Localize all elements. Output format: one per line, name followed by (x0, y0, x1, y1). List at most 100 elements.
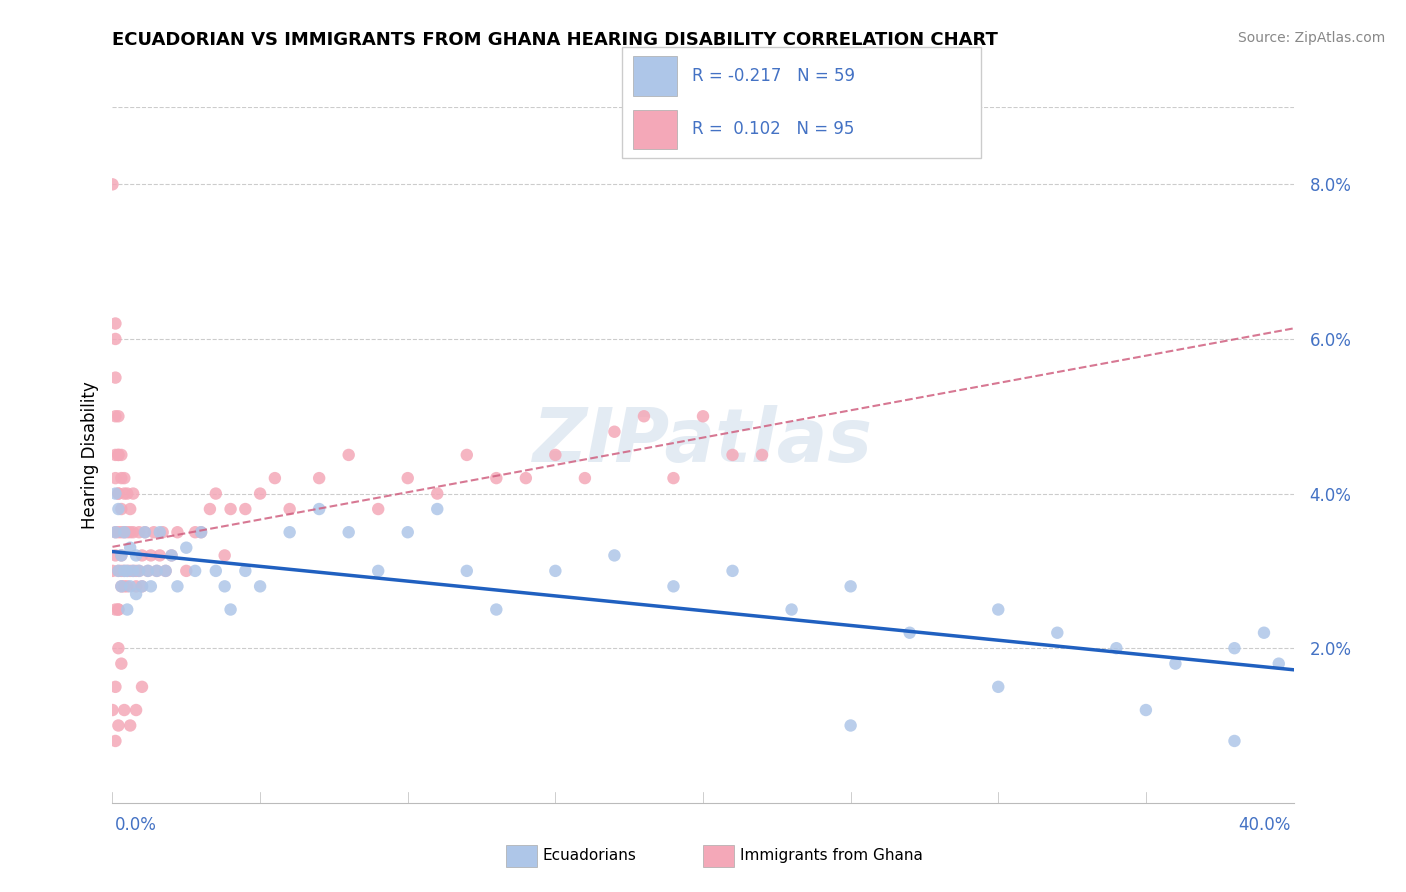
Point (125, 587, 148, 601)
Point (264, 471, 287, 485)
Point (1253, 625, 1275, 640)
Point (233, 502, 256, 516)
Point (110, 502, 132, 516)
Point (544, 448, 567, 462)
Text: Ecuadorians: Ecuadorians (543, 848, 637, 863)
Point (125, 703, 148, 717)
Point (146, 564, 169, 578)
Point (544, 564, 567, 578)
Point (104, 448, 127, 462)
Point (104, 734, 127, 748)
Point (603, 425, 626, 439)
Point (278, 525, 301, 540)
Point (128, 525, 150, 540)
Point (112, 525, 135, 540)
Point (112, 486, 135, 500)
Point (214, 549, 236, 563)
Point (128, 564, 150, 578)
Point (112, 579, 135, 593)
Point (456, 564, 478, 578)
Point (104, 332, 127, 346)
Text: 0.0%: 0.0% (115, 816, 157, 834)
Point (166, 525, 188, 540)
Point (367, 564, 389, 578)
Point (110, 579, 132, 593)
Point (1046, 625, 1069, 640)
Point (120, 718, 142, 732)
Point (485, 602, 508, 616)
Point (125, 564, 148, 578)
Point (131, 579, 153, 593)
Text: 40.0%: 40.0% (1239, 816, 1291, 834)
Point (456, 448, 478, 462)
Point (104, 486, 127, 500)
Point (104, 525, 127, 540)
Point (131, 680, 153, 694)
Point (367, 502, 389, 516)
Point (155, 564, 177, 578)
Point (117, 486, 138, 500)
Point (233, 564, 256, 578)
Point (987, 680, 1010, 694)
Point (396, 525, 419, 540)
Point (219, 502, 242, 516)
Point (184, 525, 207, 540)
Point (160, 549, 183, 563)
Point (633, 409, 655, 424)
Point (110, 549, 132, 563)
Point (1223, 641, 1246, 656)
Point (104, 317, 127, 331)
Point (104, 525, 127, 540)
Point (839, 579, 862, 593)
Point (662, 471, 685, 485)
Point (117, 602, 138, 616)
Point (426, 486, 449, 500)
Point (337, 525, 360, 540)
Point (166, 579, 188, 593)
Point (107, 602, 129, 616)
Point (117, 564, 138, 578)
Text: R =  0.102   N = 95: R = 0.102 N = 95 (692, 120, 853, 138)
Point (122, 564, 145, 578)
Point (155, 564, 177, 578)
Point (898, 625, 921, 640)
Point (337, 448, 360, 462)
FancyBboxPatch shape (623, 47, 980, 158)
Point (190, 525, 212, 540)
Point (112, 703, 135, 717)
Point (120, 564, 142, 578)
Point (110, 579, 132, 593)
Text: Source: ZipAtlas.com: Source: ZipAtlas.com (1237, 31, 1385, 45)
Point (149, 525, 172, 540)
Point (603, 549, 626, 563)
Point (1268, 657, 1291, 671)
Point (149, 549, 172, 563)
Point (107, 564, 129, 578)
Point (110, 471, 132, 485)
Point (396, 471, 419, 485)
Point (107, 502, 129, 516)
Point (198, 502, 221, 516)
Point (249, 486, 271, 500)
Point (104, 409, 127, 424)
Text: Immigrants from Ghana: Immigrants from Ghana (740, 848, 922, 863)
Point (104, 471, 127, 485)
Point (987, 602, 1010, 616)
Point (692, 409, 714, 424)
Point (142, 525, 165, 540)
Point (122, 486, 145, 500)
Point (107, 564, 129, 578)
Point (515, 471, 537, 485)
Point (107, 718, 129, 732)
Point (662, 579, 685, 593)
Point (184, 564, 207, 578)
Point (125, 579, 148, 593)
Point (104, 549, 127, 563)
Point (110, 549, 132, 563)
Point (308, 502, 330, 516)
Point (1164, 657, 1187, 671)
Point (1223, 734, 1246, 748)
Point (219, 602, 242, 616)
Point (107, 448, 129, 462)
Point (112, 564, 135, 578)
